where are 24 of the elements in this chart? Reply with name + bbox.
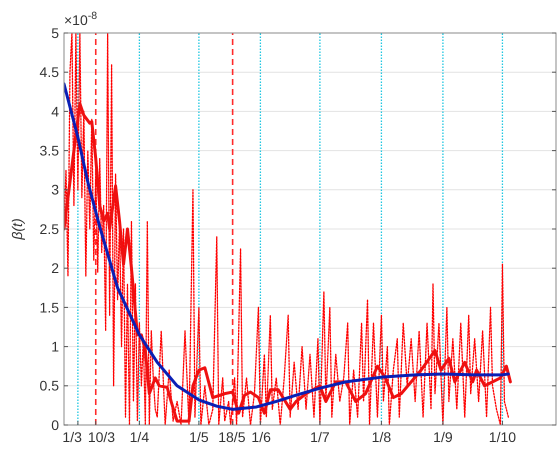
- x-tick-label: 1/3: [62, 429, 82, 445]
- x-tick-label: 1/4: [130, 429, 150, 445]
- y-axis-title: β(t): [9, 218, 25, 241]
- y-tick-label: 1.5: [40, 299, 60, 316]
- x-tick-label: 1/7: [310, 429, 330, 445]
- y-tick-label: 3: [51, 182, 60, 198]
- x-tick-label: 1/10: [488, 429, 516, 445]
- x-tick-label: 18/5: [218, 429, 246, 445]
- y-tick-label: 4.5: [40, 64, 60, 80]
- y-tick-label: 0.5: [40, 378, 60, 394]
- y-tick-label: 0: [51, 416, 60, 433]
- y-tick-label: 2.5: [40, 220, 60, 237]
- y-tick-label: 1: [51, 338, 60, 354]
- x-tick-label: 1/6: [251, 429, 272, 445]
- y-tick-label: 4: [51, 103, 60, 120]
- y-tick-label: 5: [51, 24, 60, 41]
- x-tick-label: 1/5: [189, 429, 209, 445]
- line-series: [64, 33, 510, 425]
- y-tick-label: 2: [51, 260, 60, 276]
- x-tick-label: 1/9: [433, 429, 453, 445]
- y-tick-label: 3.5: [40, 142, 60, 158]
- text: ×10$^{-8}$: [64, 10, 98, 28]
- x-tick-label: 1/8: [372, 429, 392, 445]
- x-tick-label: 10/3: [88, 429, 116, 445]
